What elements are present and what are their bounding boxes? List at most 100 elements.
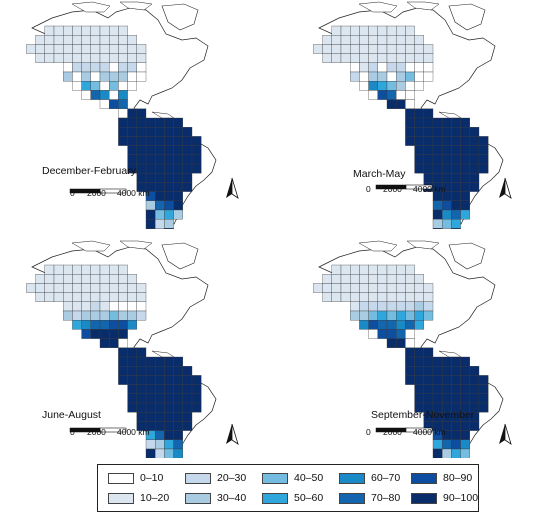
grid-cell bbox=[145, 393, 156, 404]
legend-swatch bbox=[339, 493, 365, 504]
grid-cell bbox=[173, 182, 183, 192]
grid-cell bbox=[191, 402, 202, 413]
grid-cell bbox=[155, 366, 165, 376]
grid-cell bbox=[414, 163, 424, 174]
grid-cell bbox=[368, 53, 378, 63]
grid-cell bbox=[460, 209, 470, 220]
grid-cell bbox=[90, 53, 101, 63]
grid-cell bbox=[136, 62, 147, 73]
grid-cell bbox=[136, 402, 147, 413]
legend-swatch bbox=[411, 473, 437, 484]
legend-swatch bbox=[185, 493, 211, 504]
grid-cell bbox=[26, 283, 36, 293]
grid-cell bbox=[396, 25, 406, 36]
grid-cell bbox=[127, 35, 137, 45]
grid-cell bbox=[145, 209, 156, 220]
grid-cell bbox=[414, 274, 424, 284]
grid-cell bbox=[460, 173, 470, 183]
grid-cell bbox=[118, 310, 128, 321]
grid-cell bbox=[396, 292, 406, 302]
grid-cell bbox=[155, 154, 165, 165]
grid-cell bbox=[377, 62, 388, 73]
grid-cell bbox=[90, 283, 101, 293]
grid-cell bbox=[405, 329, 415, 339]
grid-cell bbox=[155, 182, 165, 192]
grid-cell bbox=[127, 347, 137, 358]
grid-cell bbox=[313, 44, 323, 54]
grid-cell bbox=[90, 301, 101, 312]
grid-cell bbox=[359, 283, 369, 293]
scale-label-2000: 2000 bbox=[383, 427, 402, 437]
grid-cell bbox=[432, 209, 443, 220]
grid-cell bbox=[90, 264, 101, 275]
grid-cell bbox=[109, 301, 119, 312]
scale-label-0: 0 bbox=[70, 427, 75, 437]
grid-cell bbox=[377, 53, 388, 63]
grid-cells bbox=[313, 25, 489, 229]
grid-cell bbox=[386, 62, 397, 73]
grid-cell bbox=[127, 71, 137, 82]
grid-cell bbox=[136, 44, 147, 54]
grid-cell bbox=[81, 90, 91, 100]
grid-cell bbox=[350, 25, 360, 36]
grid-cell bbox=[350, 274, 360, 284]
grid-cell bbox=[127, 384, 137, 394]
grid-cell bbox=[90, 320, 101, 330]
grid-cell bbox=[405, 366, 415, 376]
grid-cell bbox=[90, 62, 101, 73]
scale-bar bbox=[375, 427, 433, 433]
grid-cell bbox=[136, 366, 147, 376]
grid-cell bbox=[118, 25, 128, 36]
scale-bar bbox=[69, 427, 127, 433]
grid-cell bbox=[396, 310, 406, 321]
grid-cell bbox=[72, 320, 82, 330]
grid-cell bbox=[173, 448, 183, 458]
grid-cell bbox=[432, 228, 443, 229]
grid-cell bbox=[63, 25, 73, 36]
grid-cell bbox=[127, 62, 137, 73]
north-arrow-right-half bbox=[231, 177, 239, 199]
grid-cell bbox=[442, 384, 452, 394]
grid-cell bbox=[368, 283, 378, 293]
grid-cell bbox=[155, 375, 165, 385]
grid-cell bbox=[322, 44, 332, 54]
legend-label: 70–80 bbox=[371, 492, 401, 504]
grid-cell bbox=[368, 320, 378, 330]
grid-cell bbox=[164, 219, 174, 229]
grid-cell bbox=[322, 35, 332, 45]
legend-swatch bbox=[185, 473, 211, 484]
grid-cell bbox=[164, 228, 174, 229]
grid-cell bbox=[414, 154, 424, 165]
grid-cell bbox=[53, 264, 64, 275]
grid-cell bbox=[396, 274, 406, 284]
grid-cell bbox=[377, 283, 388, 293]
grid-cell bbox=[109, 310, 119, 321]
grid-cell bbox=[423, 154, 434, 165]
grid-cell bbox=[331, 53, 342, 63]
grid-cell bbox=[368, 264, 378, 275]
grid-cell bbox=[451, 209, 461, 220]
grid-cell bbox=[136, 384, 147, 394]
grid-cell bbox=[81, 310, 91, 321]
grid-cell bbox=[460, 154, 470, 165]
grid-cell bbox=[127, 310, 137, 321]
grid-cell bbox=[478, 402, 489, 413]
grid-cell bbox=[414, 136, 424, 146]
grid-cell bbox=[99, 329, 110, 339]
grid-cell bbox=[182, 145, 193, 155]
grid-cell bbox=[396, 62, 406, 73]
grid-cell bbox=[44, 44, 55, 54]
grid-cell bbox=[118, 274, 128, 284]
grid-cell bbox=[109, 264, 119, 275]
grid-cell bbox=[359, 35, 369, 45]
grid-cell bbox=[99, 35, 110, 45]
grid-cell bbox=[145, 163, 156, 174]
grid-cell bbox=[451, 173, 461, 183]
grid-cell bbox=[423, 136, 434, 146]
grid-cell bbox=[145, 228, 156, 229]
grid-cell bbox=[386, 25, 397, 36]
grid-cell bbox=[182, 412, 193, 422]
grid-cell bbox=[396, 90, 406, 100]
grid-cell bbox=[359, 44, 369, 54]
grid-cell bbox=[432, 448, 443, 458]
